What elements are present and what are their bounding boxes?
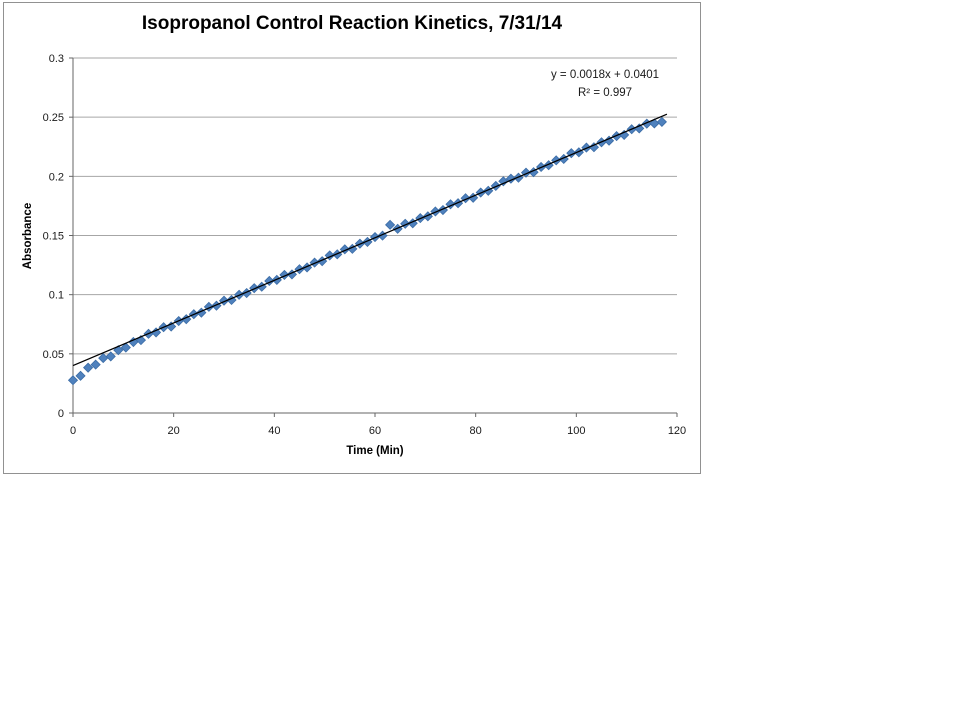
data-point <box>317 256 328 267</box>
trendline <box>72 113 668 367</box>
data-point <box>83 362 94 373</box>
data-point <box>385 219 396 230</box>
x-tick-label: 120 <box>668 425 686 437</box>
data-point <box>196 307 207 318</box>
x-tick-label: 80 <box>470 425 482 437</box>
data-point <box>498 176 509 187</box>
data-point <box>150 327 162 338</box>
r-squared-value: R² = 0.997 <box>577 86 633 99</box>
data-point <box>75 370 86 381</box>
plot-area: 0 0.05 0.1 0.15 0.2 0.25 0.3 0 20 40 60 80 100 120 <box>43 53 687 437</box>
x-tick-label: 20 <box>168 425 180 437</box>
y-tick-label: 0.1 <box>49 290 64 302</box>
y-tick-label: 0.2 <box>49 171 64 183</box>
y-tick-label: 0.3 <box>49 53 64 65</box>
trendline-equation: y = 0.0018x + 0.0401 <box>550 69 660 81</box>
x-tick-label: 100 <box>567 425 585 437</box>
data-point <box>98 353 109 364</box>
data-point <box>67 375 79 386</box>
data-point <box>218 295 230 306</box>
y-tick-label: 0.15 <box>43 231 64 243</box>
data-point <box>90 359 101 370</box>
chart-container: Isopropanol Control Reaction Kinetics, 7… <box>3 2 701 474</box>
data-point <box>105 351 116 362</box>
y-tick-label: 0.25 <box>43 112 64 124</box>
y-axis-title: Absorbance <box>22 202 34 270</box>
data-point <box>377 230 388 241</box>
data-point <box>558 153 569 165</box>
trendline-annotation: y = 0.0018x + 0.0401 R² = 0.997 <box>505 67 705 103</box>
chart-title: Isopropanol Control Reaction Kinetics, 7… <box>141 13 563 34</box>
y-tick-label: 0.05 <box>43 349 64 361</box>
x-tick-label: 60 <box>369 425 381 437</box>
y-tick-label: 0 <box>58 408 64 420</box>
data-point <box>603 135 615 146</box>
data-point <box>120 342 131 353</box>
data-point <box>256 281 267 292</box>
x-axis-title: Time (Min) <box>346 445 404 457</box>
data-point <box>437 204 449 216</box>
data-point <box>656 116 667 127</box>
x-tick-label: 40 <box>268 425 280 437</box>
x-tick-label: 0 <box>70 425 76 437</box>
